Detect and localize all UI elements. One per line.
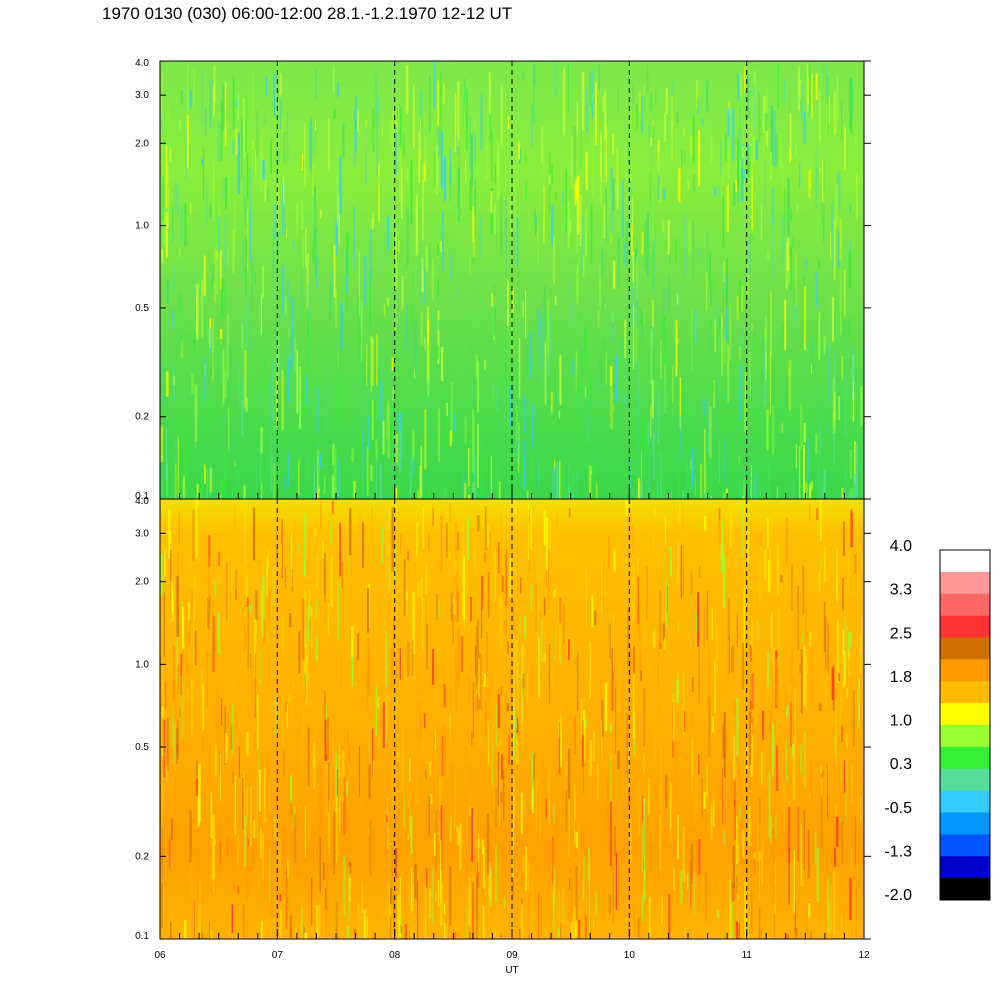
x-tick-label: 11: [741, 950, 752, 961]
heatmap-texture: [160, 61, 864, 499]
y-tick-label: 0.5: [135, 742, 149, 753]
colorbar-segment: [940, 856, 990, 879]
colorbar-segment: [940, 571, 990, 595]
x-tick-label: 09: [506, 950, 518, 961]
colorbar-frame: [939, 549, 991, 901]
colorbar-segment: [940, 834, 990, 857]
x-tick-label: 12: [858, 950, 870, 961]
y-tick-label: 2.0: [135, 138, 149, 149]
y-tick-label: 0.1: [135, 491, 149, 502]
chart-title: 1970 0130 (030) 06:00-12:00 28.1.-1.2.19…: [102, 4, 513, 23]
colorbar-segment: [940, 768, 990, 791]
x-tick-label: 06: [154, 950, 166, 961]
colorbar-label: 1.8: [890, 669, 912, 686]
x-axis-label: UT: [505, 965, 518, 976]
colorbar-segment: [940, 637, 990, 660]
colorbar-label: -0.5: [884, 800, 912, 817]
colorbar-label: 2.5: [890, 625, 912, 642]
y-tick-label: 2.0: [135, 577, 149, 588]
colorbar-label: -1.3: [884, 843, 912, 860]
y-tick-label: 0.2: [135, 412, 149, 423]
y-tick-label: 3.0: [135, 90, 149, 101]
colorbar-segment: [940, 725, 990, 748]
y-tick-label: 3.0: [135, 528, 149, 539]
colorbar-segment: [940, 659, 990, 682]
y-tick-label: 1.0: [135, 659, 149, 670]
x-tick-label: 07: [272, 950, 284, 961]
y-tick-label: 0.2: [135, 851, 149, 862]
colorbar-segment: [940, 550, 990, 573]
colorbar: 4.0 3.3 2.5 1.8 1.0 0.3 -0.5 -1.3 -2.0: [884, 538, 991, 904]
colorbar-label: 3.3: [890, 582, 912, 599]
y-tick-label: 0.5: [135, 303, 149, 314]
y-tick-label: 1.0: [135, 221, 149, 232]
colorbar-segment: [940, 615, 990, 638]
y-tick-label: 0.1: [135, 931, 149, 942]
x-tick-label: 10: [624, 950, 636, 961]
colorbar-label: -2.0: [884, 887, 912, 904]
colorbar-segment: [940, 746, 990, 770]
bottom-panel: 0.1 0.2 0.5 1.0 2.0 3.0 4.0 06 07 08 09 10 11 12: [135, 496, 871, 961]
colorbar-segment: [940, 703, 990, 726]
y-tick-label: 4.0: [135, 496, 149, 507]
x-tick-label: 08: [389, 950, 401, 961]
heatmap-texture: [160, 499, 864, 939]
colorbar-label: 4.0: [890, 538, 912, 555]
colorbar-label: 1.0: [890, 713, 912, 730]
colorbar-segment: [940, 681, 990, 704]
colorbar-segment: [940, 878, 990, 901]
colorbar-segment: [940, 790, 990, 813]
top-panel: 0.1 0.2 0.5 1.0 2.0 3.0 4.0: [135, 58, 871, 502]
colorbar-segment: [940, 812, 990, 835]
colorbar-label: 0.3: [890, 756, 912, 773]
colorbar-segment: [940, 593, 990, 616]
y-tick-label: 4.0: [135, 58, 149, 69]
